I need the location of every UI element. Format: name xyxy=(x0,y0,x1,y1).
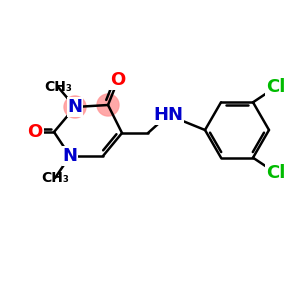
Text: HN: HN xyxy=(153,106,183,124)
Text: CH₃: CH₃ xyxy=(44,80,72,94)
Text: O: O xyxy=(27,123,43,141)
Text: Cl: Cl xyxy=(266,164,286,182)
Text: CH₃: CH₃ xyxy=(41,171,69,185)
Circle shape xyxy=(64,96,86,118)
Text: O: O xyxy=(110,71,126,89)
Text: Cl: Cl xyxy=(266,78,286,96)
Circle shape xyxy=(97,94,119,116)
Text: N: N xyxy=(62,147,77,165)
Text: N: N xyxy=(68,98,82,116)
